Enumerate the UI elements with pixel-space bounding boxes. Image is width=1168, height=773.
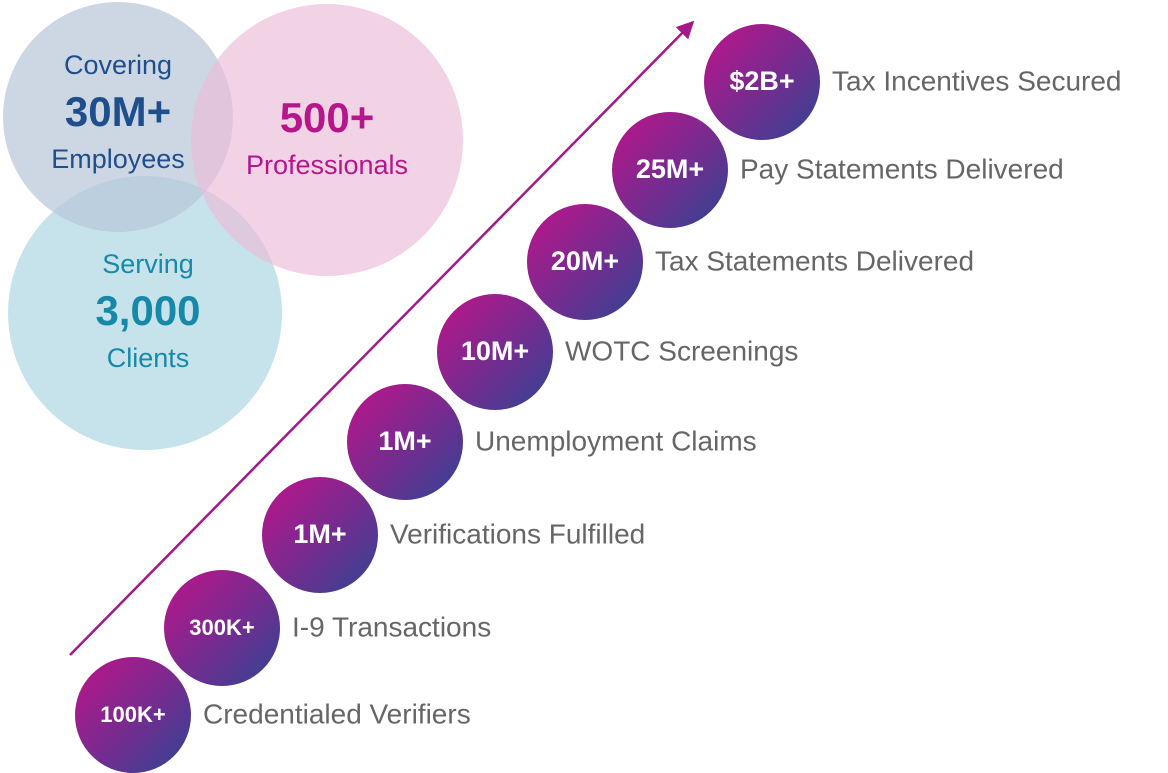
step-circle xyxy=(437,294,553,410)
step-label: WOTC Screenings xyxy=(565,335,798,366)
circle-top: Covering xyxy=(64,50,172,80)
step-circle xyxy=(347,384,463,500)
step-value: 100K+ xyxy=(100,702,165,727)
circle-value: 500+ xyxy=(280,94,375,141)
venn xyxy=(3,2,463,450)
step-label: Tax Statements Delivered xyxy=(655,245,974,276)
step-value: 300K+ xyxy=(189,615,254,640)
step-circle xyxy=(527,204,643,320)
step-value: 20M+ xyxy=(551,246,619,276)
step-value: 1M+ xyxy=(378,426,431,456)
step-label: Unemployment Claims xyxy=(475,425,757,456)
step-label: Verifications Fulfilled xyxy=(390,518,645,549)
step-circle xyxy=(75,657,191,773)
step-label: Tax Incentives Secured xyxy=(832,65,1122,96)
step-circle xyxy=(164,570,280,686)
step-label: Pay Statements Delivered xyxy=(740,153,1064,184)
circle-value: 3,000 xyxy=(95,287,200,334)
step-value: 10M+ xyxy=(461,336,529,366)
circle-bottom: Professionals xyxy=(246,150,408,180)
step-circle xyxy=(704,24,820,140)
step-value: 1M+ xyxy=(293,519,346,549)
circle-professionals xyxy=(191,4,463,276)
arrow xyxy=(69,20,695,656)
circle-clients xyxy=(8,176,282,450)
circle-employees xyxy=(3,2,233,232)
circle-bottom: Employees xyxy=(51,144,185,174)
step-circle xyxy=(262,477,378,593)
step-label: Credentialed Verifiers xyxy=(203,698,471,729)
circle-value: 30M+ xyxy=(65,88,171,135)
step-label: I-9 Transactions xyxy=(292,611,491,642)
step-value: 25M+ xyxy=(636,154,704,184)
circle-top: Serving xyxy=(102,249,194,279)
step-circle xyxy=(612,112,728,228)
step-value: $2B+ xyxy=(729,66,794,96)
circle-bottom: Clients xyxy=(107,343,190,373)
